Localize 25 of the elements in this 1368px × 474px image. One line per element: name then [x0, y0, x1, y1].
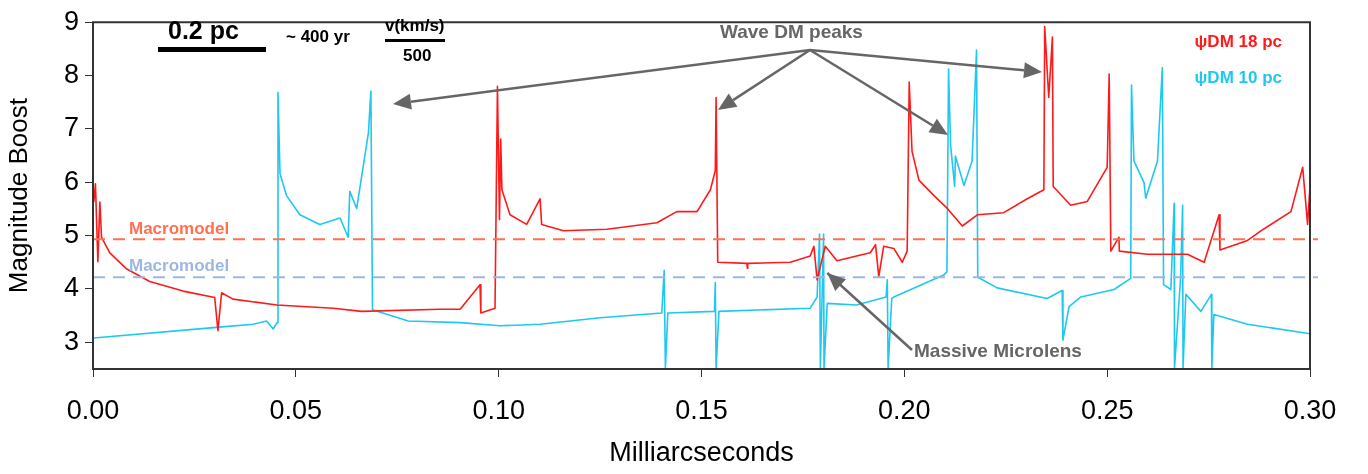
x-tick-label: 0.05 — [269, 394, 323, 425]
x-tick-label: 0.25 — [1080, 394, 1134, 425]
x-tick-label: 0.15 — [675, 394, 728, 425]
y-tick-label: 4 — [63, 272, 79, 303]
y-tick-label: 8 — [63, 59, 79, 90]
annotation: ~ 400 yr — [286, 27, 350, 46]
annotation: Massive Microlens — [914, 340, 1082, 361]
text: ψDM 18 pc — [1194, 31, 1282, 51]
y-tick-label: 3 — [63, 325, 79, 356]
y-tick-label: 9 — [63, 5, 79, 36]
y-tick-label: 6 — [63, 165, 79, 196]
x-tick-label: 0.20 — [878, 394, 931, 425]
ref-line-label: Macromodel — [129, 256, 230, 276]
x-tick-label: 0.00 — [66, 394, 120, 425]
series-label: ψDM 10 pc — [1194, 67, 1282, 87]
x-tick-label: 0.30 — [1283, 394, 1337, 425]
ref-line-label: Macromodel — [129, 218, 230, 238]
y-tick-label: 7 — [63, 112, 79, 143]
annotation: Wave DM peaks — [720, 21, 863, 42]
y-tick-label: 5 — [63, 219, 79, 250]
y-axis-title: Magnitude Boost — [2, 97, 33, 294]
annotation: 0.2 pc — [168, 16, 239, 44]
x-tick-label: 0.10 — [472, 394, 525, 425]
x-axis-title: Milliarcseconds — [609, 437, 794, 468]
annotation: 500 — [403, 46, 432, 65]
